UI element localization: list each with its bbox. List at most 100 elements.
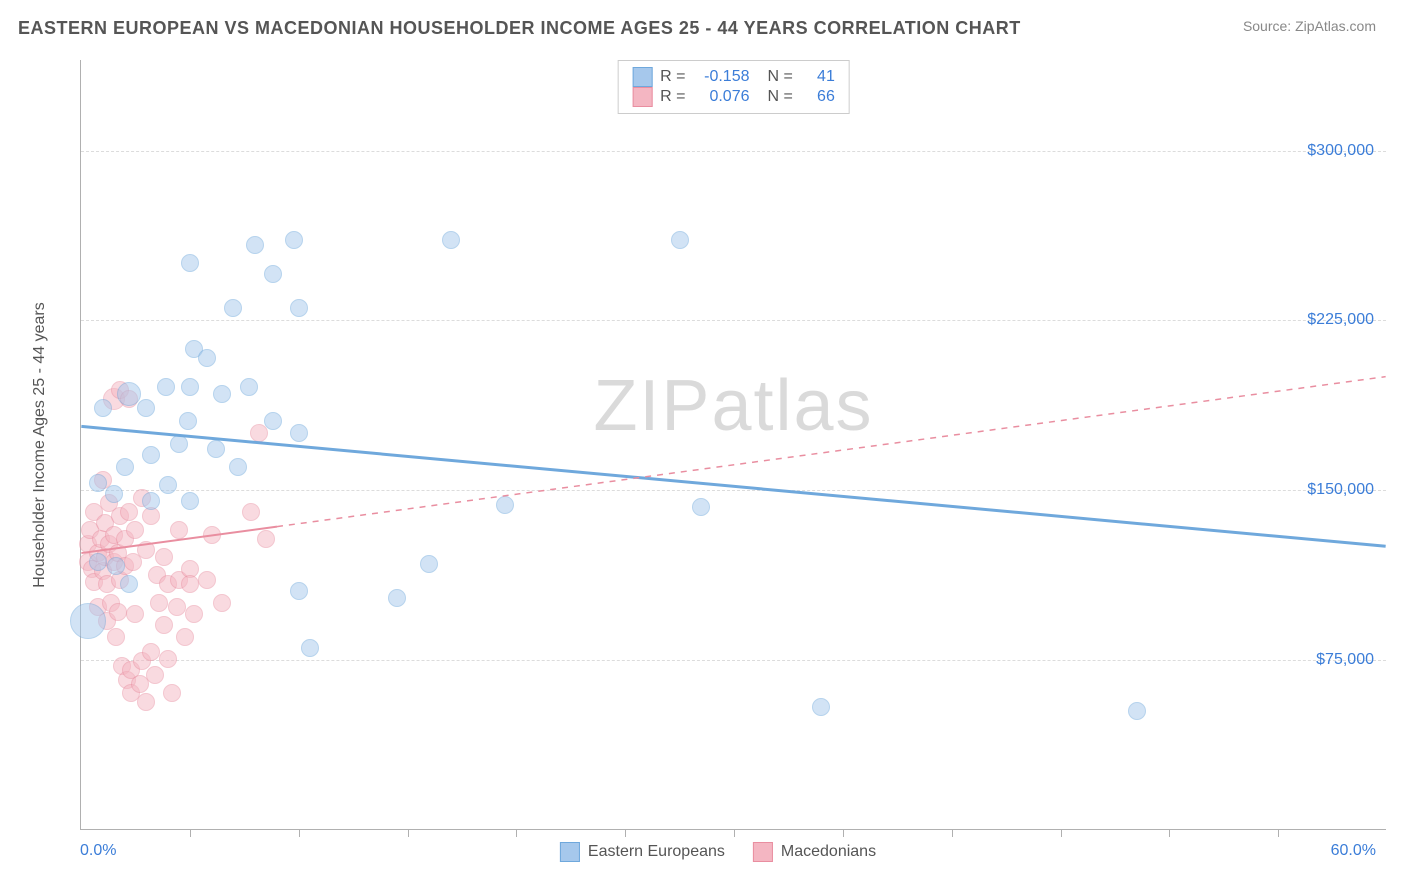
legend-row: R = -0.158 N = 41 <box>632 67 835 87</box>
data-point <box>179 412 197 430</box>
data-point <box>242 503 260 521</box>
data-point <box>290 582 308 600</box>
data-point <box>137 693 155 711</box>
data-point <box>692 498 710 516</box>
data-point <box>94 399 112 417</box>
x-tick <box>190 829 191 837</box>
correlation-legend: R = -0.158 N = 41 R = 0.076 N = 66 <box>617 60 850 114</box>
data-point <box>137 541 155 559</box>
series-legend: Eastern Europeans Macedonians <box>560 842 876 862</box>
data-point <box>155 548 173 566</box>
y-tick-label: $150,000 <box>1307 481 1374 499</box>
gridline <box>81 151 1386 152</box>
legend-r-value: 0.076 <box>694 88 750 106</box>
legend-n-value: 41 <box>801 68 835 86</box>
data-point <box>240 378 258 396</box>
data-point <box>142 507 160 525</box>
data-point <box>812 698 830 716</box>
data-point <box>290 424 308 442</box>
watermark-bold: ZIP <box>593 366 711 446</box>
data-point <box>420 555 438 573</box>
legend-r-value: -0.158 <box>694 68 750 86</box>
legend-n-value: 66 <box>801 88 835 106</box>
data-point <box>142 643 160 661</box>
data-point <box>126 605 144 623</box>
data-point <box>213 594 231 612</box>
data-point <box>181 575 199 593</box>
data-point <box>155 616 173 634</box>
data-point <box>105 485 123 503</box>
data-point <box>137 399 155 417</box>
data-point <box>285 231 303 249</box>
data-point <box>213 385 231 403</box>
data-point <box>116 458 134 476</box>
data-point <box>157 378 175 396</box>
data-point <box>109 603 127 621</box>
data-point <box>142 492 160 510</box>
plot-region: ZIPatlas R = -0.158 N = 41 R = 0.076 N = 66 $75… <box>80 60 1386 830</box>
data-point <box>120 503 138 521</box>
legend-row: R = 0.076 N = 66 <box>632 87 835 107</box>
data-point <box>207 440 225 458</box>
legend-item: Macedonians <box>753 842 876 862</box>
data-point <box>120 575 138 593</box>
data-point <box>224 299 242 317</box>
legend-label: Macedonians <box>781 843 876 860</box>
legend-swatch <box>632 87 652 107</box>
legend-item: Eastern Europeans <box>560 842 725 862</box>
data-point <box>70 603 106 639</box>
data-point <box>229 458 247 476</box>
y-axis-label: Householder Income Ages 25 - 44 years <box>31 302 49 588</box>
legend-r-label: R = <box>660 68 685 86</box>
x-tick <box>1061 829 1062 837</box>
data-point <box>290 299 308 317</box>
legend-n-label: N = <box>768 68 793 86</box>
trend-lines <box>81 60 1386 829</box>
data-point <box>442 231 460 249</box>
data-point <box>176 628 194 646</box>
data-point <box>150 594 168 612</box>
data-point <box>264 265 282 283</box>
legend-swatch <box>753 842 773 862</box>
x-tick <box>625 829 626 837</box>
x-tick <box>408 829 409 837</box>
legend-n-label: N = <box>768 88 793 106</box>
data-point <box>671 231 689 249</box>
chart-area: Householder Income Ages 25 - 44 years ZI… <box>50 60 1386 830</box>
data-point <box>181 378 199 396</box>
watermark: ZIPatlas <box>593 365 873 447</box>
legend-swatch <box>632 67 652 87</box>
data-point <box>496 496 514 514</box>
data-point <box>146 666 164 684</box>
x-tick <box>843 829 844 837</box>
y-tick-label: $75,000 <box>1316 651 1374 669</box>
x-tick <box>1169 829 1170 837</box>
y-tick-label: $300,000 <box>1307 142 1374 160</box>
data-point <box>159 476 177 494</box>
gridline <box>81 660 1386 661</box>
data-point <box>181 254 199 272</box>
chart-header: EASTERN EUROPEAN VS MACEDONIAN HOUSEHOLD… <box>0 0 1406 39</box>
legend-r-label: R = <box>660 88 685 106</box>
x-axis-min-label: 0.0% <box>80 842 116 860</box>
data-point <box>168 598 186 616</box>
data-point <box>170 435 188 453</box>
data-point <box>203 526 221 544</box>
data-point <box>1128 702 1146 720</box>
x-tick <box>1278 829 1279 837</box>
data-point <box>107 557 125 575</box>
gridline <box>81 320 1386 321</box>
y-tick-label: $225,000 <box>1307 311 1374 329</box>
data-point <box>264 412 282 430</box>
legend-swatch <box>560 842 580 862</box>
data-point <box>170 521 188 539</box>
data-point <box>301 639 319 657</box>
data-point <box>246 236 264 254</box>
data-point <box>163 684 181 702</box>
x-tick <box>952 829 953 837</box>
data-point <box>185 605 203 623</box>
data-point <box>142 446 160 464</box>
source-label: Source: ZipAtlas.com <box>1243 18 1376 34</box>
gridline <box>81 490 1386 491</box>
data-point <box>388 589 406 607</box>
